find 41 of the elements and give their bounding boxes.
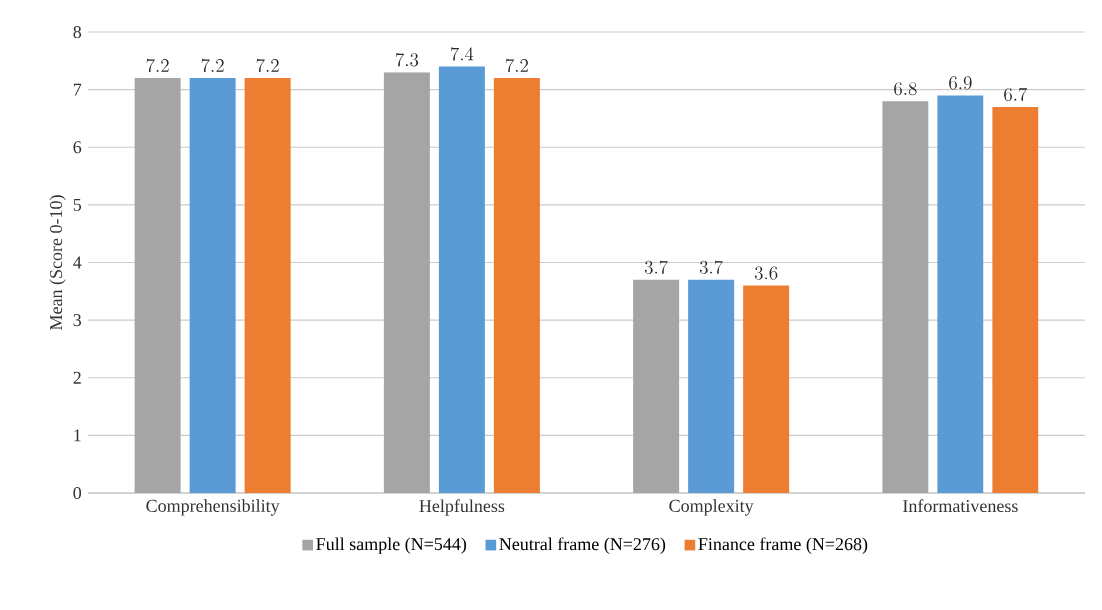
data-label: 3.7 [644, 260, 668, 274]
y-tick-label: 8 [73, 25, 82, 39]
bar [438, 66, 485, 493]
y-axis-title: Mean (Score 0-10) [49, 195, 66, 330]
bar [244, 78, 291, 493]
data-label: 7.2 [256, 58, 279, 73]
y-tick-label: 2 [73, 371, 81, 384]
legend-label: Full sample (N=544) [316, 537, 467, 554]
bar [383, 72, 430, 493]
data-label: 3.6 [754, 266, 778, 280]
bar [633, 279, 680, 493]
data-label: 7.4 [450, 47, 474, 61]
y-tick-label: 1 [74, 429, 81, 442]
y-tick-label: 3 [73, 314, 82, 327]
bar [189, 78, 236, 493]
data-label: 6.7 [1004, 87, 1028, 102]
legend-label: Neutral frame (N=276) [499, 537, 666, 554]
y-tick-label: 5 [73, 198, 82, 211]
data-label: 6.9 [949, 76, 972, 90]
data-label: 3.7 [699, 260, 723, 274]
y-tick-label: 0 [73, 486, 82, 500]
data-label: 7.2 [201, 58, 224, 73]
x-tick-label: Helpfulness [419, 499, 505, 516]
x-tick-label: Informativeness [903, 499, 1018, 513]
x-tick-label: Comprehensibility [146, 499, 280, 516]
bar [743, 285, 790, 493]
bar [688, 279, 735, 493]
bar [992, 106, 1039, 493]
data-label: 7.3 [395, 53, 419, 67]
bar [882, 101, 929, 493]
bar [134, 78, 181, 493]
data-label: 7.2 [146, 58, 169, 73]
data-label: 6.8 [894, 82, 917, 96]
y-tick-label: 7 [73, 83, 82, 96]
bar [493, 78, 540, 493]
legend-label: Finance frame (N=268) [698, 537, 868, 554]
y-tick-label: 6 [73, 141, 82, 154]
bar [937, 95, 984, 493]
y-tick-label: 4 [73, 256, 82, 269]
x-tick-label: Complexity [669, 499, 754, 516]
data-label: 7.2 [505, 58, 528, 73]
